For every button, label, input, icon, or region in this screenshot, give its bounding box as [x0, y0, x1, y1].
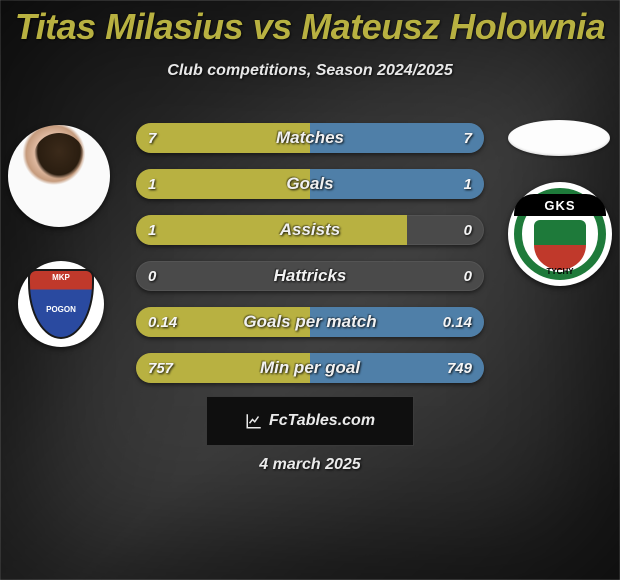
club-logo-gks: GKS TYCHY	[508, 182, 612, 286]
page-title: Titas Milasius vs Mateusz Holownia	[0, 0, 620, 48]
stat-value-right: 0	[464, 261, 472, 291]
logo-text-mid: POGON	[18, 305, 104, 314]
stat-fill-right	[310, 169, 484, 199]
stat-row: 0.140.14Goals per match	[136, 307, 484, 337]
stat-row: 11Goals	[136, 169, 484, 199]
stat-row: 10Assists	[136, 215, 484, 245]
footer-label: FcTables.com	[269, 412, 375, 430]
stat-value-left: 757	[148, 353, 173, 383]
stat-fill-left	[136, 169, 310, 199]
stat-value-left: 1	[148, 169, 156, 199]
team-ellipse	[508, 120, 610, 156]
stat-value-right: 0.14	[443, 307, 472, 337]
stat-row: 0 0Hattricks	[136, 261, 484, 291]
stat-label: Hattricks	[136, 261, 484, 291]
stat-value-left: 7	[148, 123, 156, 153]
comparison-bars: 77Matches11Goals10Assists00Hattricks0.14…	[136, 123, 484, 399]
stat-value-left: 1	[148, 215, 156, 245]
stat-value-right: 7	[464, 123, 472, 153]
stat-value-left: 0	[148, 261, 156, 291]
left-column: MKP POGON	[8, 125, 110, 347]
shield-inner-icon	[534, 220, 586, 270]
stat-value-right: 749	[447, 353, 472, 383]
stat-value-right: 0	[464, 215, 472, 245]
logo-band: GKS	[514, 194, 606, 216]
stat-row: 77Matches	[136, 123, 484, 153]
right-column: GKS TYCHY	[508, 120, 612, 286]
stat-value-left: 0.14	[148, 307, 177, 337]
content-root: Titas Milasius vs Mateusz Holownia Club …	[0, 0, 620, 580]
stat-fill-left	[136, 215, 407, 245]
stat-fill-right	[310, 123, 484, 153]
player-avatar-titas	[8, 125, 110, 227]
club-logo-pogon: MKP POGON	[18, 261, 104, 347]
stat-value-right: 1	[464, 169, 472, 199]
stat-row: 757749Min per goal	[136, 353, 484, 383]
chart-icon	[245, 412, 263, 430]
page-subtitle: Club competitions, Season 2024/2025	[0, 62, 620, 80]
date-label: 4 march 2025	[0, 456, 620, 474]
footer-badge: FcTables.com	[206, 396, 414, 446]
logo-text-top: MKP	[18, 273, 104, 282]
stat-fill-left	[136, 123, 310, 153]
logo-city: TYCHY	[508, 267, 612, 276]
